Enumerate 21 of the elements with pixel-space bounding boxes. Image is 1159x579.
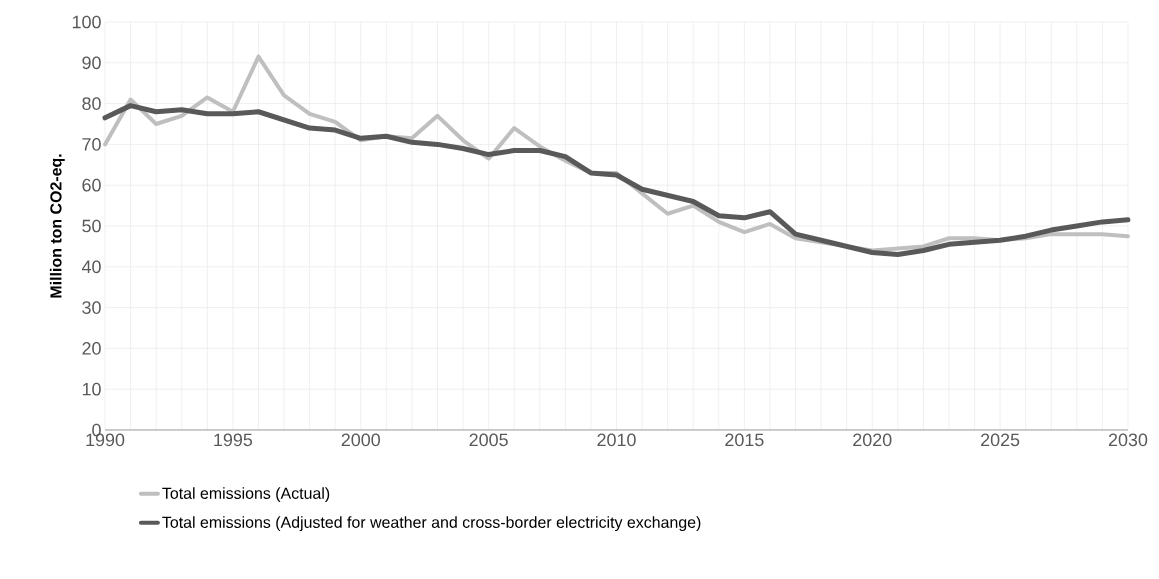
x-tick-label: 2005: [469, 433, 508, 447]
y-tick-label: 80: [82, 97, 101, 110]
x-tick-label: 2010: [597, 433, 636, 447]
x-tick-label: 2015: [725, 433, 764, 447]
legend-label: Total emissions (Adjusted for weather and cross-border electricity exchange): [162, 516, 701, 532]
x-tick-label: 2000: [341, 433, 380, 447]
y-axis-title: Million ton CO2-eq.: [49, 154, 65, 298]
y-tick-label: 40: [81, 260, 101, 274]
y-tick-label: 100: [72, 15, 101, 29]
y-tick-label: 70: [82, 138, 101, 151]
x-tick-label: 2025: [981, 433, 1020, 447]
y-tick-label: 90: [82, 56, 101, 70]
y-tick-label: 20: [82, 342, 101, 355]
x-tick-label: 2020: [853, 433, 892, 447]
x-tick-label: 2030: [1108, 433, 1148, 447]
legend-label: Total emissions (Actual): [162, 487, 330, 503]
y-tick-label: 50: [82, 219, 101, 233]
y-tick-label: 60: [82, 178, 101, 192]
y-tick-label: 10: [82, 382, 101, 396]
x-tick-label: 1995: [214, 433, 253, 447]
y-tick-label: 30: [82, 301, 101, 314]
